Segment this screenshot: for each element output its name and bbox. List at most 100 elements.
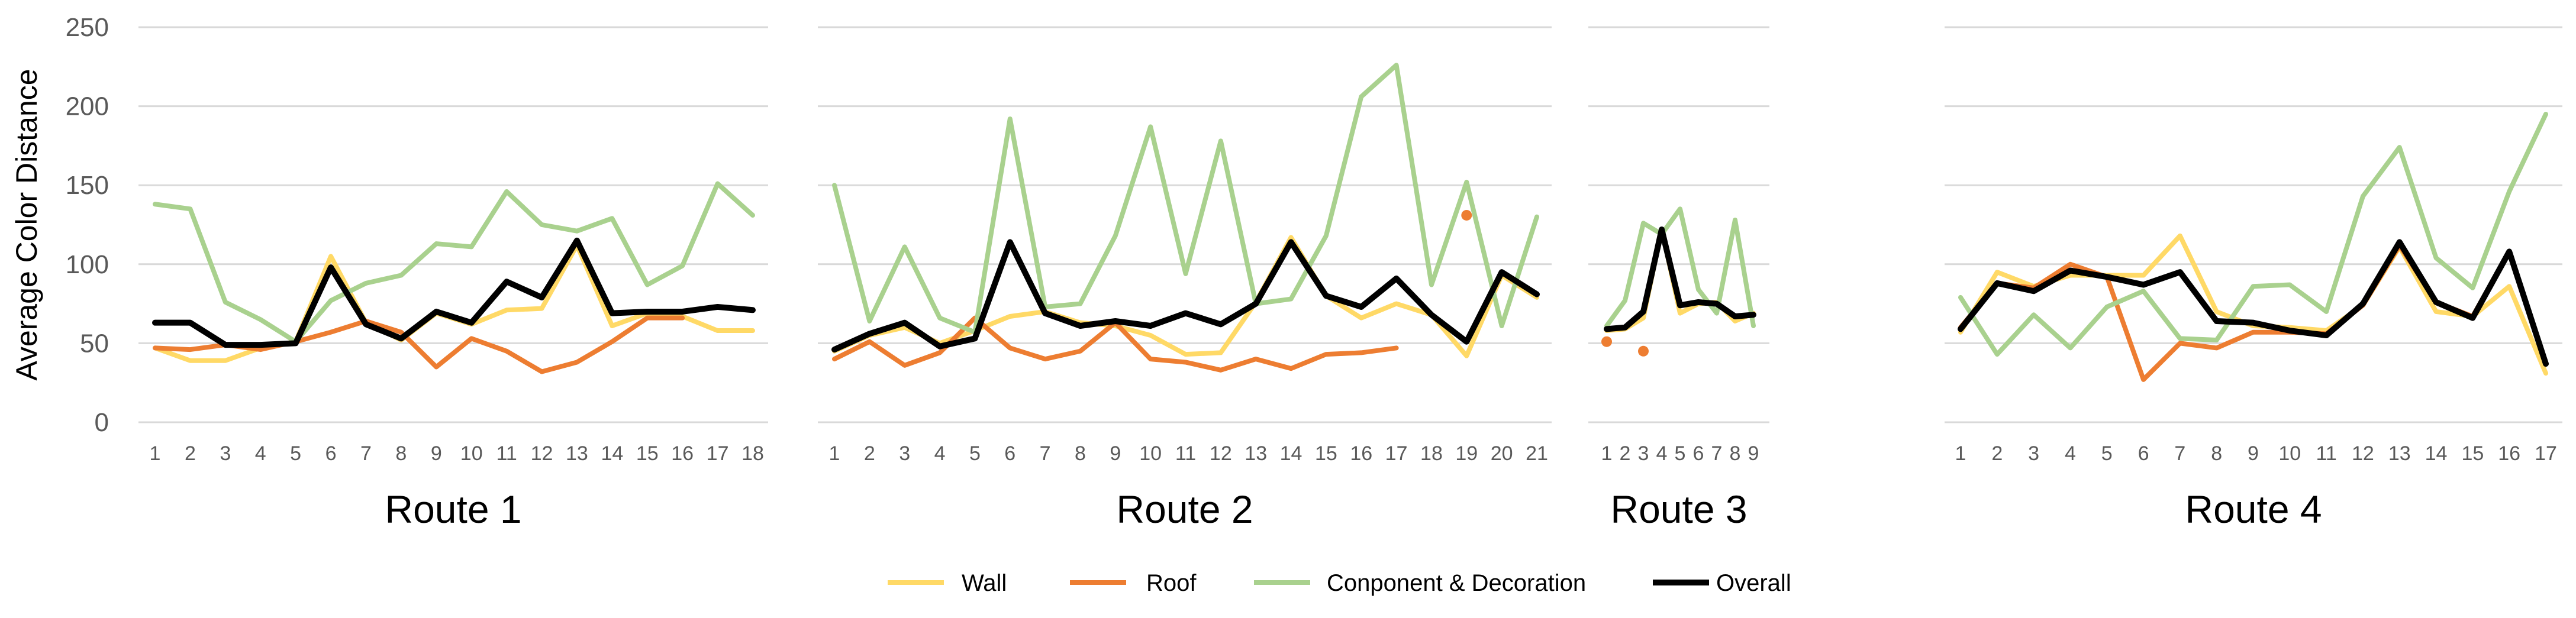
y-tick-label: 50 [80,329,109,358]
x-tick-label: 10 [1139,442,1162,465]
x-tick-label: 12 [1210,442,1232,465]
y-tick-label: 0 [95,408,109,437]
x-tick-label: 17 [2535,442,2557,465]
series-roof [832,209,1472,373]
series-line [832,235,1539,358]
y-tick-label: 200 [66,92,109,121]
series-line [1604,227,1756,332]
x-tick-label: 7 [1040,442,1051,465]
series-wall [832,235,1539,358]
data-point [1601,336,1612,347]
x-tick-label: 6 [2138,442,2149,465]
x-tick-label: 16 [2498,442,2520,465]
x-tick-label: 2 [1620,442,1631,465]
x-tick-label: 17 [1385,442,1408,465]
x-tick-label: 18 [741,442,764,465]
legend-item: Roof [1070,570,1197,596]
x-tick-label: 14 [1280,442,1302,465]
series-conponent-decoration [1958,111,2548,357]
x-tick-label: 5 [969,442,981,465]
legend-item: Overall [1653,570,1791,596]
data-point [1461,209,1472,221]
x-tick-label: 19 [1455,442,1478,465]
x-tick-label: 7 [360,442,372,465]
x-tick-label: 14 [601,442,623,465]
x-tick-label: 7 [1711,442,1723,465]
x-tick-label: 10 [2278,442,2301,465]
x-tick-label: 8 [1075,442,1086,465]
series-line [1958,239,2549,367]
x-tick-label: 2 [185,442,196,465]
x-tick-label: 14 [2425,442,2448,465]
x-tick-label: 9 [1110,442,1121,465]
x-tick-label: 20 [1491,442,1513,465]
series-line [1958,233,2548,376]
x-tick-label: 11 [496,442,517,465]
legend: Wall Roof Conponent & Decoration Overall [888,570,1791,596]
panel-title: Route 1 [385,487,521,531]
x-tick-label: 10 [460,442,483,465]
series-line [832,63,1539,335]
series-conponent-decoration [153,181,755,344]
series-wall [1958,233,2548,376]
y-axis-label: Average Color Distance [10,69,43,380]
x-tick-label: 15 [636,442,659,465]
x-tick-label: 1 [1955,442,1966,465]
x-tick-label: 4 [934,442,946,465]
x-tick-label: 18 [1420,442,1443,465]
series-conponent-decoration [1604,206,1756,329]
legend-label: Overall [1716,570,1791,596]
panel-title: Route 4 [2185,487,2322,531]
x-tick-label: 6 [1004,442,1015,465]
x-tick-label: 1 [1601,442,1613,465]
x-tick-label: 12 [531,442,553,465]
panel-title: Route 3 [1610,487,1747,531]
series-line [1604,206,1756,329]
x-tick-label: 21 [1526,442,1548,465]
series-line [152,237,756,348]
x-tick-label: 8 [1730,442,1741,465]
x-tick-label: 1 [829,442,840,465]
x-tick-label: 3 [1638,442,1649,465]
x-tick-label: 7 [2174,442,2185,465]
panel-titles: Route 1 Route 2 Route 3 Route 4 [385,487,2322,531]
gridlines [138,26,2562,423]
series-overall [152,237,756,348]
x-tick-label: 3 [899,442,910,465]
y-tick-label: 150 [66,171,109,200]
x-tick-label: 3 [2028,442,2039,465]
legend-label: Wall [962,570,1007,596]
series-overall [1604,227,1756,332]
x-tick-label: 16 [671,442,694,465]
x-tick-label: 13 [566,442,588,465]
x-tick-label: 6 [1693,442,1704,465]
x-tick-label: 4 [1656,442,1668,465]
y-axis-ticks: 0 50 100 150 200 250 [66,13,109,437]
x-tick-label: 12 [2352,442,2374,465]
legend-item: Conponent & Decoration [1254,570,1586,596]
x-tick-label: 1 [150,442,161,465]
series-overall [1958,239,2549,367]
y-tick-label: 250 [66,13,109,42]
panel-title: Route 2 [1116,487,1253,531]
x-tick-label: 15 [1315,442,1337,465]
data-point [1638,345,1649,357]
x-tick-label: 11 [1175,442,1196,465]
x-tick-label: 13 [1245,442,1267,465]
series-roof [1601,336,1649,357]
x-tick-label: 4 [255,442,266,465]
x-tick-label: 16 [1350,442,1372,465]
x-tick-label: 3 [220,442,231,465]
y-tick-label: 100 [66,250,109,279]
series-line [831,239,1540,353]
x-tick-label: 8 [2211,442,2222,465]
legend-label: Roof [1146,570,1197,596]
x-tick-label: 17 [707,442,729,465]
x-tick-label: 9 [2248,442,2259,465]
x-tick-label: 4 [2065,442,2076,465]
x-tick-label: 9 [1748,442,1759,465]
x-tick-label: 2 [864,442,875,465]
x-tick-label: 6 [325,442,337,465]
